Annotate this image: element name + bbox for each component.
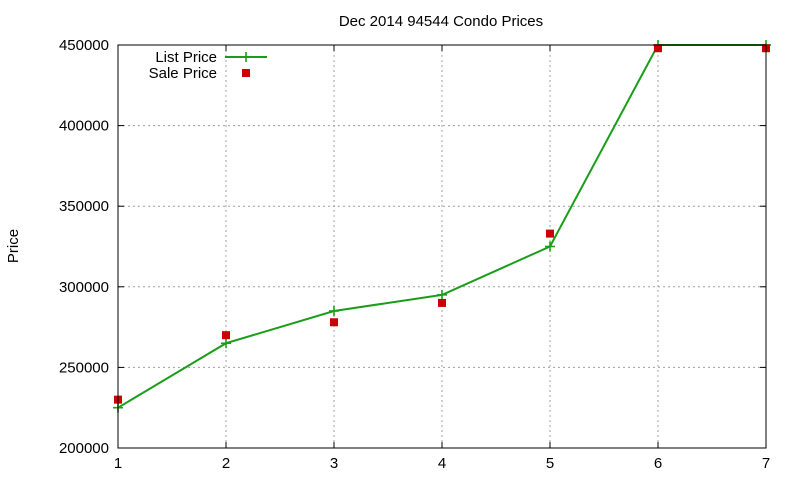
plot-border	[117, 44, 767, 449]
x-tick-label: 4	[438, 455, 446, 472]
grid-lines	[118, 45, 766, 448]
y-axis-label: Price	[5, 229, 22, 263]
sale-price-point	[654, 44, 662, 53]
sale-price-point	[330, 318, 338, 327]
legend-label: Sale Price	[149, 65, 217, 82]
legend-label: List Price	[155, 49, 217, 66]
y-tick-label: 300000	[59, 279, 109, 296]
y-tick-label: 350000	[59, 198, 109, 215]
y-tick-label: 250000	[59, 359, 109, 376]
sale-price-point	[546, 229, 554, 238]
chart-title: Dec 2014 94544 Condo Prices	[339, 13, 543, 30]
y-tick-label: 400000	[59, 118, 109, 135]
list-price-point	[221, 338, 231, 349]
list-price-point	[329, 305, 339, 316]
x-tick-label: 5	[546, 455, 554, 472]
legend-plus-marker	[241, 52, 251, 62]
y-tick-label: 450000	[59, 37, 109, 54]
list-price-point	[545, 241, 555, 252]
x-tick-label: 2	[222, 455, 230, 472]
x-tick-label: 1	[114, 455, 122, 472]
legend-square-swatch	[242, 69, 250, 77]
sale-price-point	[222, 331, 230, 340]
y-tick-label: 200000	[59, 440, 109, 457]
x-tick-label: 6	[654, 455, 662, 472]
list-price-point	[437, 289, 447, 300]
sale-price-point	[438, 298, 446, 307]
x-tick-label: 7	[762, 455, 770, 472]
x-tick-label: 3	[330, 455, 338, 472]
axis-ticks: 1 2 3 4 5 6 7 200000 250000 300000 350000 400000 450…	[59, 37, 770, 472]
